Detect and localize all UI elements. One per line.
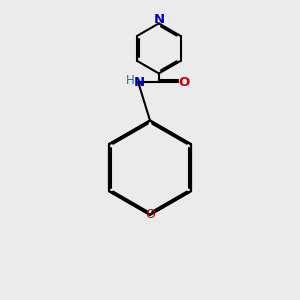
Text: O: O — [178, 76, 190, 89]
Text: N: N — [153, 14, 164, 26]
Text: N: N — [134, 76, 145, 89]
Text: O: O — [145, 208, 155, 221]
Text: H: H — [126, 74, 134, 87]
